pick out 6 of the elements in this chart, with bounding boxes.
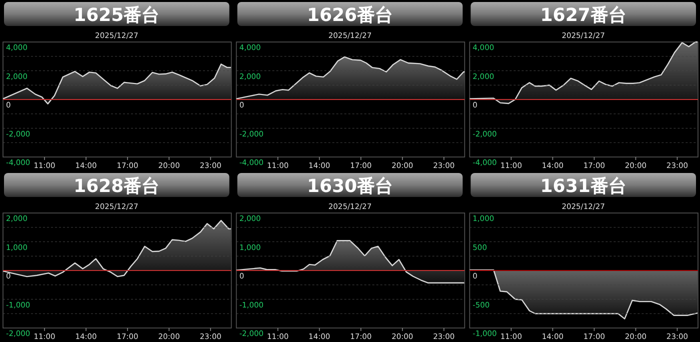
chart-title: 1626番台 bbox=[306, 5, 394, 26]
chart-title: 1627番台 bbox=[540, 5, 626, 26]
chart-title: 1625番台 bbox=[74, 5, 160, 26]
chart-title: 1630番台 bbox=[306, 176, 394, 197]
chart-title: 1628番台 bbox=[74, 176, 160, 197]
chart-title: 1631番台 bbox=[540, 176, 626, 197]
